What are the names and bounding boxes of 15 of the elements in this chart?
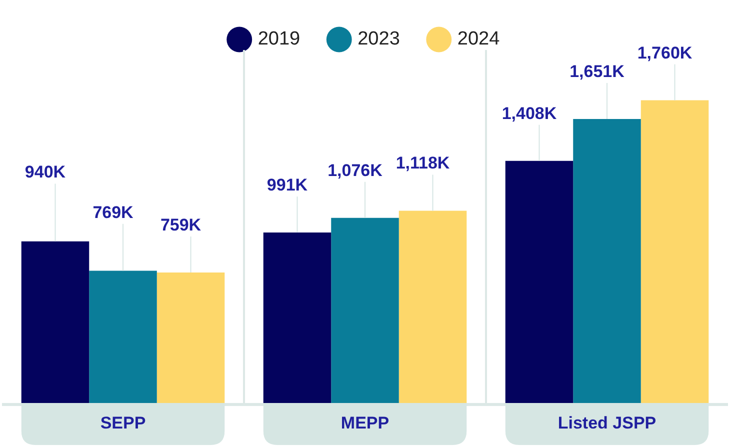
data-label: 759K [160,215,202,234]
legend-label: 2024 [457,28,500,50]
x-tick-label: MEPP [340,414,390,433]
data-label: 940K [24,162,66,182]
x-tick-label: Listed JSPP [558,414,656,433]
legend-label: 2023 [358,28,400,50]
data-label: 1,651K [570,62,626,82]
data-label: 991K [266,176,308,195]
legend-label: 2019 [258,28,300,50]
data-label: 1,408K [502,104,558,123]
data-label: 1,076K [328,160,384,180]
data-label: 1,118K [396,154,450,173]
data-label: 769K [92,202,134,222]
x-tick-label: SEPP [100,414,146,433]
data-label: 1,760K [637,43,693,62]
